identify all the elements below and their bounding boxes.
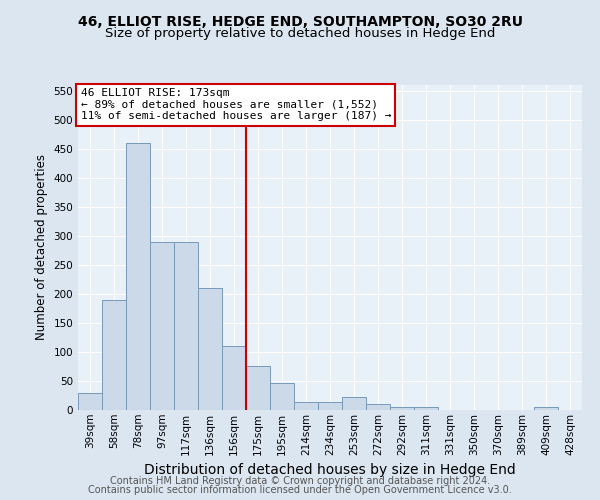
Bar	[78, 392, 102, 410]
Bar	[390, 406, 414, 410]
Bar	[150, 242, 174, 410]
Bar	[102, 300, 126, 410]
Bar	[414, 407, 438, 410]
Bar	[318, 402, 342, 410]
X-axis label: Distribution of detached houses by size in Hedge End: Distribution of detached houses by size …	[144, 463, 516, 477]
Bar	[342, 397, 366, 410]
Bar	[246, 366, 270, 410]
Bar	[222, 346, 246, 410]
Text: 46, ELLIOT RISE, HEDGE END, SOUTHAMPTON, SO30 2RU: 46, ELLIOT RISE, HEDGE END, SOUTHAMPTON,…	[77, 15, 523, 29]
Text: 46 ELLIOT RISE: 173sqm
← 89% of detached houses are smaller (1,552)
11% of semi-: 46 ELLIOT RISE: 173sqm ← 89% of detached…	[80, 88, 391, 122]
Bar	[366, 404, 390, 410]
Bar	[534, 407, 558, 410]
Text: Contains HM Land Registry data © Crown copyright and database right 2024.: Contains HM Land Registry data © Crown c…	[110, 476, 490, 486]
Bar	[126, 143, 150, 410]
Text: Contains public sector information licensed under the Open Government Licence v3: Contains public sector information licen…	[88, 485, 512, 495]
Bar	[270, 382, 294, 410]
Bar	[174, 242, 198, 410]
Y-axis label: Number of detached properties: Number of detached properties	[35, 154, 48, 340]
Text: Size of property relative to detached houses in Hedge End: Size of property relative to detached ho…	[105, 28, 495, 40]
Bar	[198, 288, 222, 410]
Bar	[294, 402, 318, 410]
